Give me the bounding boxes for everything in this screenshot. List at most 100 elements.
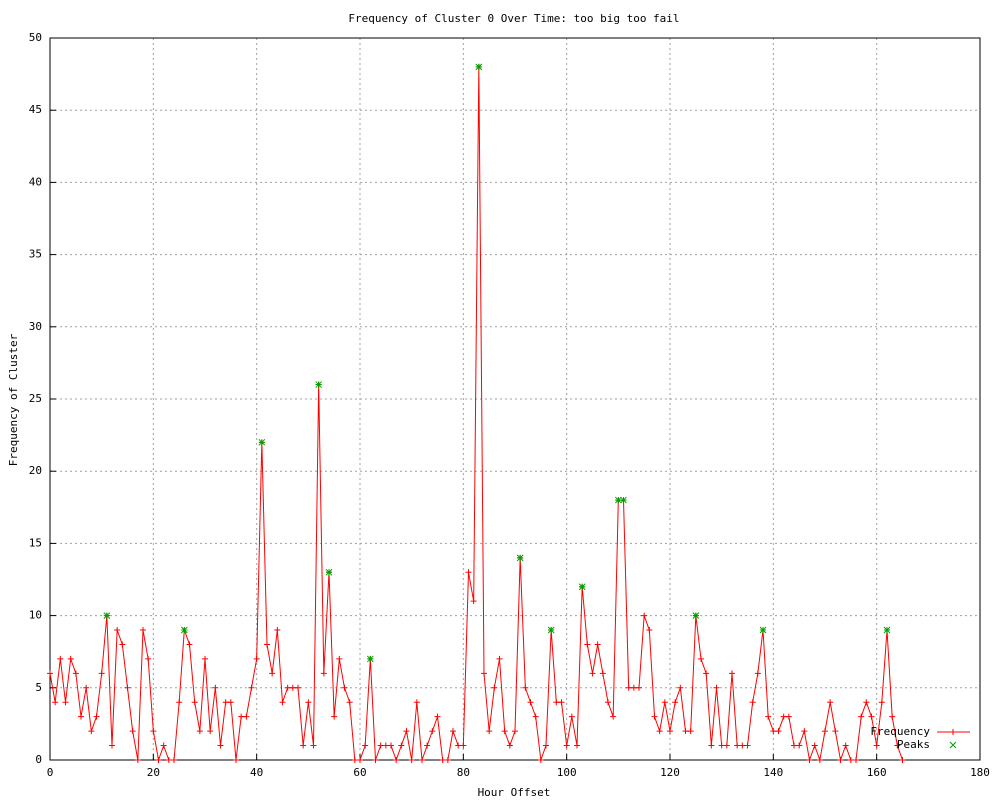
data-point xyxy=(512,728,518,735)
data-point xyxy=(129,728,136,735)
data-point xyxy=(67,655,74,662)
data-point xyxy=(372,757,379,763)
data-point xyxy=(780,713,787,720)
data-point xyxy=(667,728,673,735)
data-point xyxy=(109,742,115,749)
data-point xyxy=(470,598,477,605)
data-point xyxy=(486,728,493,735)
data-point xyxy=(698,655,704,662)
data-point xyxy=(584,641,591,648)
data-point xyxy=(522,684,529,691)
data-point xyxy=(455,742,462,749)
data-point xyxy=(429,728,436,735)
data-point xyxy=(388,742,394,749)
data-point xyxy=(98,670,105,677)
data-point xyxy=(636,684,642,691)
data-point xyxy=(186,641,193,648)
data-point xyxy=(233,757,239,763)
data-point xyxy=(295,684,301,691)
x-tick-label: 80 xyxy=(457,766,470,779)
y-tick-label: 40 xyxy=(29,175,42,188)
data-point xyxy=(625,684,632,691)
chart-title: Frequency of Cluster 0 Over Time: too bi… xyxy=(348,12,679,25)
data-point xyxy=(165,757,172,763)
data-point xyxy=(827,699,834,706)
data-point xyxy=(196,728,203,735)
x-axis-label: Hour Offset xyxy=(478,786,551,799)
peak-point xyxy=(759,626,767,634)
peak-point xyxy=(516,554,524,562)
data-point xyxy=(150,728,157,735)
data-point xyxy=(88,728,95,735)
peak-point xyxy=(475,63,483,71)
data-point xyxy=(816,757,823,763)
data-point xyxy=(72,670,79,677)
data-point xyxy=(661,699,668,706)
x-tick-label: 60 xyxy=(353,766,366,779)
data-point xyxy=(450,728,456,735)
data-point xyxy=(853,757,859,763)
data-point xyxy=(217,742,224,749)
data-point xyxy=(279,699,286,706)
data-point xyxy=(651,713,658,720)
data-point xyxy=(610,713,617,720)
data-point xyxy=(331,713,338,720)
x-tick-label: 40 xyxy=(250,766,263,779)
data-point xyxy=(842,742,849,749)
x-tick-label: 140 xyxy=(763,766,783,779)
legend-label: Peaks xyxy=(897,738,930,751)
peak-point xyxy=(620,496,627,504)
data-point xyxy=(145,655,152,662)
data-point xyxy=(382,742,389,749)
data-point xyxy=(460,742,467,749)
data-point xyxy=(238,713,245,720)
data-point xyxy=(677,684,684,691)
data-point xyxy=(320,670,327,677)
data-point xyxy=(594,641,601,648)
data-point xyxy=(377,742,384,749)
data-point xyxy=(413,699,420,706)
data-point xyxy=(641,612,648,619)
data-point xyxy=(822,728,828,735)
data-point xyxy=(57,655,64,662)
data-point xyxy=(269,670,276,677)
data-point xyxy=(248,684,255,691)
data-point xyxy=(858,713,865,720)
data-point xyxy=(729,670,735,677)
data-point xyxy=(264,641,270,648)
data-point xyxy=(124,684,131,691)
y-tick-label: 15 xyxy=(29,536,42,549)
data-point xyxy=(744,742,751,749)
data-point xyxy=(563,742,570,749)
data-point xyxy=(832,728,839,735)
peak-point xyxy=(325,568,333,576)
data-point xyxy=(481,670,487,677)
peak-point xyxy=(315,381,323,388)
data-point xyxy=(558,699,565,706)
data-point xyxy=(78,713,84,720)
peak-point xyxy=(366,655,374,663)
data-point xyxy=(568,713,575,720)
data-point xyxy=(878,699,885,706)
data-point xyxy=(672,699,679,706)
data-point xyxy=(899,757,906,763)
data-point xyxy=(553,699,560,706)
data-point xyxy=(351,757,358,763)
data-point xyxy=(501,728,508,735)
data-point xyxy=(682,728,689,735)
data-point xyxy=(765,713,772,720)
peak-point xyxy=(614,496,622,504)
data-point xyxy=(894,742,901,749)
data-point xyxy=(734,742,741,749)
x-tick-label: 20 xyxy=(147,766,160,779)
data-point xyxy=(289,684,296,691)
y-tick-label: 45 xyxy=(29,103,42,116)
data-point xyxy=(134,757,141,763)
data-point xyxy=(424,742,431,749)
data-point xyxy=(749,699,756,706)
data-point xyxy=(713,684,720,691)
data-point xyxy=(656,728,663,735)
data-point xyxy=(212,684,219,691)
